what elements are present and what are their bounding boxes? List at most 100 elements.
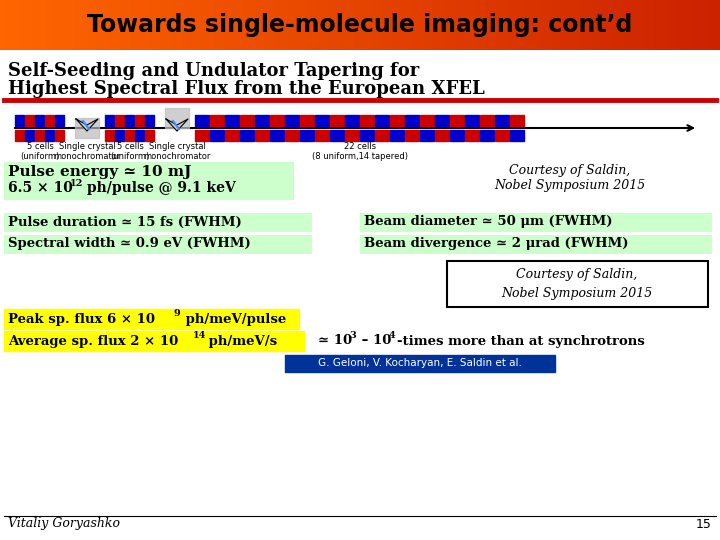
Bar: [285, 115, 299, 126]
Bar: [55, 130, 64, 141]
Bar: [360, 235, 712, 254]
Bar: [390, 130, 404, 141]
Bar: [25, 115, 34, 126]
Bar: [300, 130, 314, 141]
Text: 4: 4: [389, 332, 396, 341]
Text: ph/pulse @ 9.1 keV: ph/pulse @ 9.1 keV: [82, 181, 235, 195]
Bar: [4, 162, 294, 200]
Bar: [55, 115, 64, 126]
Text: 5 cells
(uniform): 5 cells (uniform): [110, 142, 150, 161]
Bar: [510, 130, 524, 141]
Bar: [4, 309, 299, 329]
Bar: [300, 115, 314, 126]
Bar: [115, 130, 124, 141]
Bar: [450, 130, 464, 141]
Bar: [125, 130, 134, 141]
Bar: [420, 115, 434, 126]
Text: Courtesy of Saldin,
Nobel Symposium 2015: Courtesy of Saldin, Nobel Symposium 2015: [501, 268, 652, 300]
Text: Pulse duration ≃ 15 fs (FWHM): Pulse duration ≃ 15 fs (FWHM): [8, 215, 242, 228]
Bar: [15, 115, 24, 126]
Bar: [25, 130, 34, 141]
Bar: [375, 130, 389, 141]
Bar: [270, 115, 284, 126]
Bar: [240, 130, 254, 141]
Bar: [510, 115, 524, 126]
Bar: [420, 130, 434, 141]
Text: – 10: – 10: [357, 334, 392, 348]
Bar: [360, 213, 712, 232]
Text: ph/meV/s: ph/meV/s: [204, 334, 277, 348]
Bar: [330, 130, 344, 141]
Bar: [145, 115, 154, 126]
Bar: [285, 130, 299, 141]
Bar: [225, 115, 239, 126]
Text: 12: 12: [70, 179, 84, 187]
Bar: [240, 115, 254, 126]
Text: -times more than at synchrotrons: -times more than at synchrotrons: [397, 334, 644, 348]
Text: Beam divergence ≃ 2 μrad (FWHM): Beam divergence ≃ 2 μrad (FWHM): [364, 238, 629, 251]
Bar: [195, 130, 209, 141]
Bar: [35, 130, 44, 141]
Bar: [75, 118, 99, 138]
Bar: [125, 115, 134, 126]
Bar: [210, 115, 224, 126]
Bar: [135, 130, 144, 141]
Bar: [255, 115, 269, 126]
Bar: [360, 115, 374, 126]
Bar: [105, 115, 114, 126]
Text: G. Geloni, V. Kocharyan, E. Saldin et al.: G. Geloni, V. Kocharyan, E. Saldin et al…: [318, 358, 522, 368]
Bar: [465, 115, 479, 126]
Bar: [210, 130, 224, 141]
Bar: [480, 115, 494, 126]
Text: Vitaliy Goryashko: Vitaliy Goryashko: [8, 517, 120, 530]
Bar: [4, 331, 304, 351]
Bar: [45, 115, 54, 126]
Text: Pulse energy ≃ 10 mJ: Pulse energy ≃ 10 mJ: [8, 165, 192, 179]
Polygon shape: [76, 119, 98, 131]
Text: Average sp. flux 2 × 10: Average sp. flux 2 × 10: [8, 334, 179, 348]
Bar: [4, 213, 312, 232]
Bar: [4, 235, 312, 254]
Text: Peak sp. flux 6 × 10: Peak sp. flux 6 × 10: [8, 313, 155, 326]
Text: 3: 3: [349, 332, 356, 341]
Bar: [145, 130, 154, 141]
Bar: [315, 130, 329, 141]
Text: ph/meV/pulse: ph/meV/pulse: [181, 313, 287, 326]
Bar: [345, 130, 359, 141]
Bar: [225, 130, 239, 141]
Text: 5 cells
(uniform): 5 cells (uniform): [20, 142, 60, 161]
Bar: [495, 130, 509, 141]
Bar: [105, 130, 114, 141]
Bar: [165, 108, 189, 128]
Text: 15: 15: [696, 517, 712, 530]
Text: Courtesy of Saldin,
Nobel Symposium 2015: Courtesy of Saldin, Nobel Symposium 2015: [495, 164, 646, 192]
Bar: [315, 115, 329, 126]
Text: Self-Seeding and Undulator Tapering for: Self-Seeding and Undulator Tapering for: [8, 62, 419, 80]
Text: 14: 14: [193, 332, 207, 341]
Text: 22 cells
(8 uniform,14 tapered): 22 cells (8 uniform,14 tapered): [312, 142, 408, 161]
Bar: [35, 115, 44, 126]
Bar: [465, 130, 479, 141]
Bar: [45, 130, 54, 141]
Polygon shape: [166, 119, 188, 131]
Bar: [255, 130, 269, 141]
Text: 9: 9: [173, 309, 180, 319]
Bar: [480, 130, 494, 141]
Bar: [330, 115, 344, 126]
Bar: [135, 115, 144, 126]
Bar: [450, 115, 464, 126]
Bar: [435, 130, 449, 141]
Bar: [115, 115, 124, 126]
Text: Beam diameter ≃ 50 μm (FWHM): Beam diameter ≃ 50 μm (FWHM): [364, 215, 613, 228]
Text: Spectral width ≃ 0.9 eV (FWHM): Spectral width ≃ 0.9 eV (FWHM): [8, 238, 251, 251]
Bar: [195, 115, 209, 126]
Bar: [375, 115, 389, 126]
Text: 6.5 × 10: 6.5 × 10: [8, 181, 73, 195]
Bar: [15, 130, 24, 141]
Bar: [405, 130, 419, 141]
Text: Towards single-molecule imaging: cont’d: Towards single-molecule imaging: cont’d: [87, 13, 633, 37]
Bar: [405, 115, 419, 126]
Bar: [345, 115, 359, 126]
Bar: [270, 130, 284, 141]
Bar: [435, 115, 449, 126]
